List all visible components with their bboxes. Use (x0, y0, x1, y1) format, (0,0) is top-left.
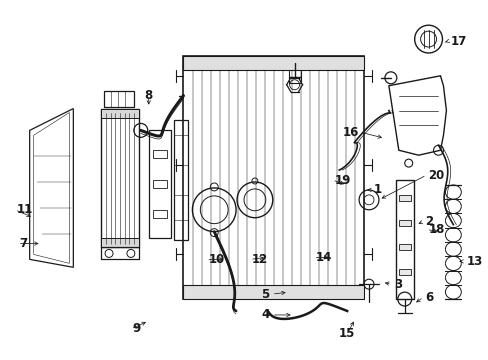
Bar (183, 285, 364, 299)
Text: 4: 4 (261, 309, 269, 321)
Text: 14: 14 (315, 251, 331, 264)
Text: 6: 6 (425, 291, 433, 303)
Bar (183, 56, 364, 299)
Text: 3: 3 (393, 278, 401, 291)
Text: 1: 1 (373, 184, 381, 197)
Bar (152, 150, 166, 158)
Text: 15: 15 (338, 327, 355, 340)
Bar (395, 180, 413, 299)
Bar (398, 220, 410, 226)
Bar (104, 91, 134, 107)
Text: 19: 19 (334, 174, 350, 186)
Text: 17: 17 (449, 35, 466, 48)
Bar (148, 130, 170, 238)
Bar (152, 210, 166, 218)
Text: 10: 10 (208, 253, 224, 266)
Text: 13: 13 (466, 255, 482, 268)
Bar (398, 244, 410, 251)
Text: 12: 12 (251, 253, 267, 266)
Bar (183, 56, 364, 70)
Bar (152, 180, 166, 188)
Text: 2: 2 (425, 215, 433, 228)
Bar (173, 121, 188, 239)
Text: 5: 5 (261, 288, 269, 301)
Bar (101, 109, 139, 118)
Text: 11: 11 (17, 203, 33, 216)
Bar (101, 109, 139, 247)
Bar (398, 195, 410, 201)
Text: 20: 20 (427, 168, 444, 181)
Text: 18: 18 (427, 223, 444, 236)
Bar (101, 238, 139, 247)
Text: 16: 16 (342, 126, 358, 139)
Bar (398, 269, 410, 275)
Text: 8: 8 (144, 89, 153, 102)
Text: 9: 9 (133, 322, 141, 336)
Text: 7: 7 (20, 237, 28, 250)
